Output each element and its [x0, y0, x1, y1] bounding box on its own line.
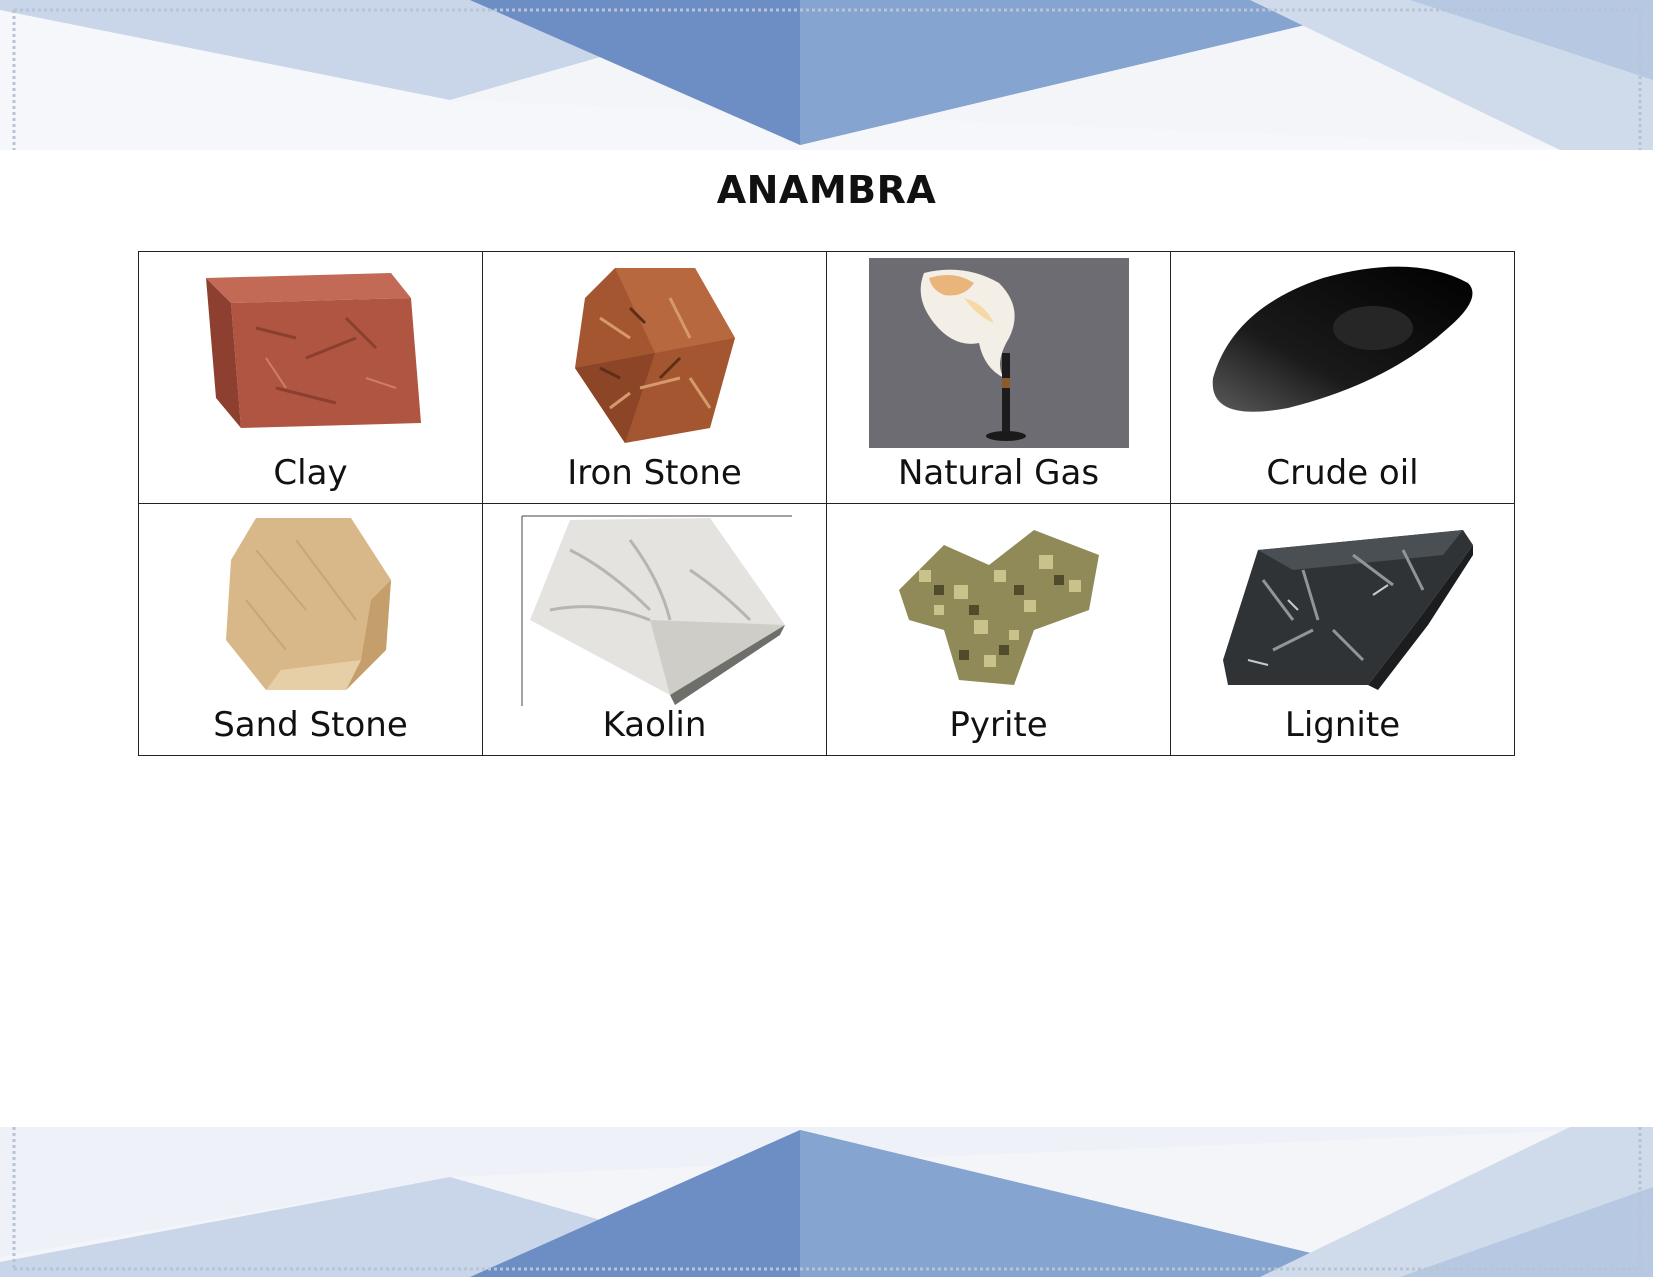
mineral-label: Crude oil — [1266, 453, 1419, 493]
clay-image — [139, 258, 482, 453]
mineral-label: Pyrite — [949, 705, 1048, 745]
mineral-cell-kaolin: Kaolin — [482, 503, 827, 756]
iron-stone-icon — [574, 268, 735, 443]
pyrite-icon — [898, 530, 1099, 685]
minerals-table: Clay Iron Stone — [138, 251, 1515, 756]
mineral-label: Natural Gas — [897, 453, 1100, 493]
mineral-cell-crude-oil: Crude oil — [1170, 251, 1515, 504]
sand-stone-icon — [225, 518, 391, 690]
header-banner-graphic — [0, 0, 1653, 150]
mineral-cell-iron-stone: Iron Stone — [482, 251, 827, 504]
sand-stone-image — [139, 510, 482, 705]
mineral-cell-clay: Clay — [138, 251, 483, 504]
clay-brick-icon — [205, 273, 421, 428]
kaolin-image — [483, 510, 826, 706]
mineral-label: Sand Stone — [213, 705, 408, 745]
natural-gas-image — [827, 258, 1170, 453]
mineral-label: Kaolin — [602, 705, 707, 745]
page-title: ANAMBRA — [716, 168, 937, 212]
kaolin-icon — [521, 515, 792, 706]
pyrite-image — [827, 510, 1170, 705]
crude-oil-drop-icon — [1212, 266, 1472, 412]
mineral-label: Iron Stone — [567, 453, 742, 493]
iron-stone-image — [483, 258, 826, 453]
footer-banner-graphic — [0, 1127, 1653, 1277]
mineral-cell-pyrite: Pyrite — [826, 503, 1171, 756]
table-row: Clay Iron Stone — [138, 251, 1515, 504]
crude-oil-image — [1171, 258, 1514, 453]
mineral-label: Clay — [273, 453, 348, 493]
mineral-label: Lignite — [1284, 705, 1401, 745]
footer-banner — [0, 1127, 1653, 1277]
mineral-cell-sand-stone: Sand Stone — [138, 503, 483, 756]
lignite-image — [1171, 510, 1514, 705]
mineral-cell-natural-gas: Natural Gas — [826, 251, 1171, 504]
table-row: Sand Stone Kaolin — [138, 503, 1515, 756]
natural-gas-flare-icon — [868, 258, 1129, 448]
lignite-icon — [1222, 530, 1473, 690]
mineral-cell-lignite: Lignite — [1170, 503, 1515, 756]
header-banner — [0, 0, 1653, 150]
